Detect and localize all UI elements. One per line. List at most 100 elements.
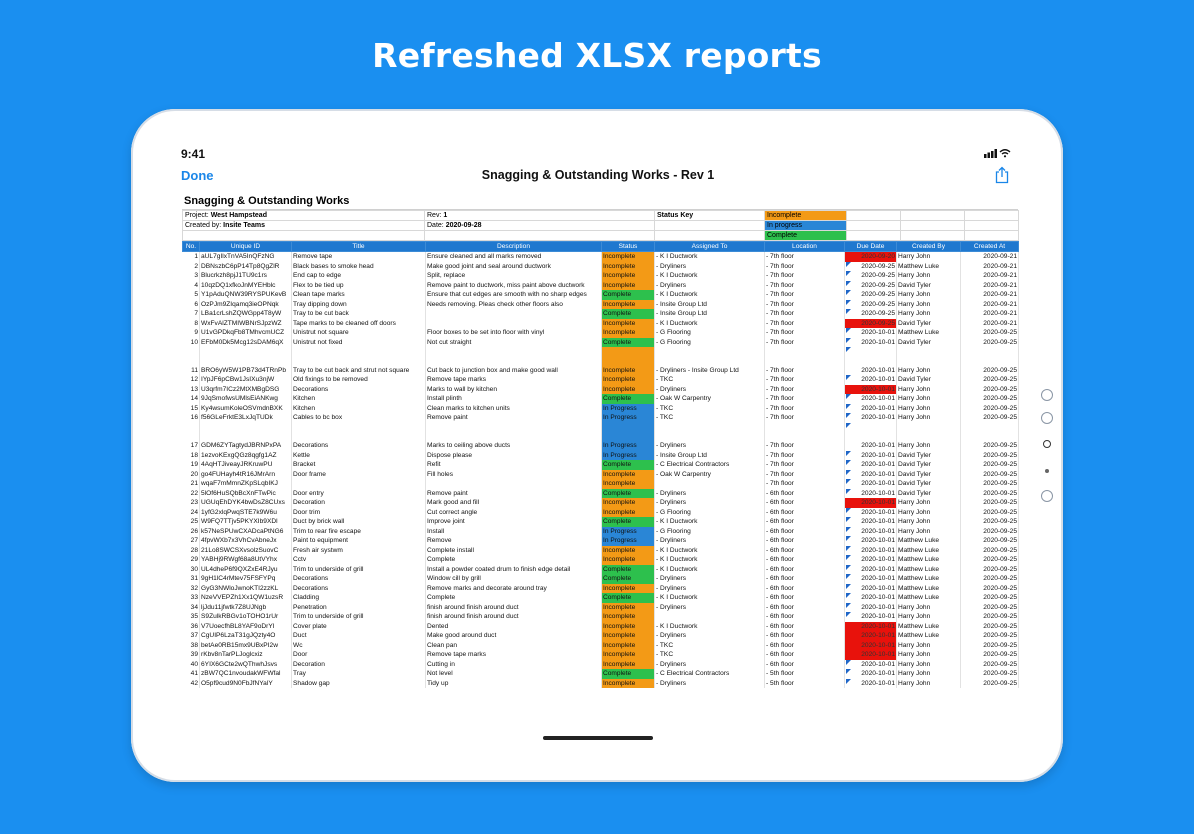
assigned-to-cell: - Dryliners: [654, 536, 765, 546]
share-icon[interactable]: [994, 166, 1010, 184]
location-cell: - 7th floor: [764, 261, 845, 271]
title-cell: Tray to be cut back and strut not square: [291, 347, 426, 375]
status-cell: Complete: [601, 564, 655, 574]
assigned-to-cell: - C Electrical Contractors: [654, 669, 765, 679]
due-date-cell: 2020-10-01: [844, 488, 897, 498]
unique-id: 9JqSmofwsUMlsEiANKwg: [199, 394, 292, 404]
location-cell: - 6th floor: [764, 555, 845, 565]
assigned-to-cell: - TKC: [654, 640, 765, 650]
unique-id: 21Lo8SWCSXvsolzSuovC: [199, 545, 292, 555]
table-row: 17 GDM6ZYTagtydJBRNPxPA Decorations Marks t…: [182, 422, 1019, 451]
location-cell: - 7th floor: [764, 318, 845, 328]
row-number: 12: [182, 375, 200, 385]
unique-id: Blucrkzh8pjJ1TU9c1rs: [199, 271, 292, 281]
title-cell: Decoration: [291, 659, 426, 669]
assigned-to-cell: - K I Ductwork: [654, 555, 765, 565]
description-cell: Fill holes: [425, 469, 602, 479]
location-cell: - 7th floor: [764, 479, 845, 489]
title-cell: Shadow gap: [291, 678, 426, 688]
row-number: 28: [182, 545, 200, 555]
status-cell: Incomplete: [601, 318, 655, 328]
description-cell: finish around finish around duct: [425, 602, 602, 612]
created-at-cell: 2020-09-25: [960, 450, 1019, 460]
created-by-cell: Harry John: [896, 602, 961, 612]
assigned-to-cell: - TKC: [654, 650, 765, 660]
created-by-cell: David Tyler: [896, 375, 961, 385]
title-cell: [291, 479, 426, 489]
unique-id: go4FUHayh4tR16JMrArn: [199, 469, 292, 479]
title-cell: Unistrut not fixed: [291, 337, 426, 347]
description-cell: Install plinth: [425, 394, 602, 404]
location-cell: - 6th floor: [764, 593, 845, 603]
location-cell: - 7th floor: [764, 450, 845, 460]
created-by-cell: Harry John: [896, 422, 961, 451]
status-cell: Incomplete: [601, 299, 655, 309]
due-date-cell: 2020-10-01: [844, 526, 897, 536]
row-number: 32: [182, 583, 200, 593]
side-dot: [1041, 412, 1053, 424]
row-number: 23: [182, 498, 200, 508]
description-cell: Ensure cleaned and all marks removed: [425, 251, 602, 262]
created-at-cell: 2020-09-25: [960, 347, 1019, 375]
created-at-cell: 2020-09-25: [960, 602, 1019, 612]
created-at-cell: 2020-09-25: [960, 375, 1019, 385]
table-row: 3 Blucrkzh8pjJ1TU9c1rs End cap to edge Spli…: [182, 271, 1019, 281]
column-header: Created At: [960, 241, 1019, 252]
title-cell: Decoration: [291, 498, 426, 508]
sheet-title: Snagging & Outstanding Works: [182, 194, 1018, 210]
assigned-to-cell: - Dryliners: [654, 602, 765, 612]
row-number: 15: [182, 403, 200, 413]
title-cell: Decorations: [291, 384, 426, 394]
description-cell: Remove paint to ductwork, miss paint abo…: [425, 280, 602, 290]
title-cell: Tray to be cut back: [291, 309, 426, 319]
row-number: 7: [182, 309, 200, 319]
location-cell: - 6th floor: [764, 507, 845, 517]
description-cell: Marks to wall by kitchen: [425, 384, 602, 394]
status-cell: Complete: [601, 337, 655, 347]
unique-id: 4AqHTJiveayJRKruwPU: [199, 460, 292, 470]
created-by-cell: Harry John: [896, 271, 961, 281]
created-at-cell: 2020-09-25: [960, 555, 1019, 565]
key-complete: Complete: [764, 230, 847, 241]
created-by-cell: Harry John: [896, 299, 961, 309]
created-by-cell: David Tyler: [896, 280, 961, 290]
meta-table: Project: West Hampstead Rev: 1 Status Ke…: [182, 210, 1019, 241]
row-number: 42: [182, 678, 200, 688]
due-date-cell: 2020-10-01: [844, 469, 897, 479]
assigned-to-cell: [654, 479, 765, 489]
created-at-cell: 2020-09-25: [960, 650, 1019, 660]
table-row: 10 EFbM0Dk5Mcg12sDAM6qX Unistrut not fixed…: [182, 337, 1019, 347]
due-date-cell: 2020-10-01: [844, 347, 897, 375]
created-at-cell: 2020-09-21: [960, 251, 1019, 262]
assigned-to-cell: - K I Ductwork: [654, 593, 765, 603]
description-cell: Tidy up: [425, 678, 602, 688]
column-header: Due Date: [844, 241, 897, 252]
row-number: 17: [182, 422, 200, 451]
assigned-to-cell: - K I Ductwork: [654, 318, 765, 328]
rev-value: 1: [443, 212, 448, 219]
created-by-cell: David Tyler: [896, 479, 961, 489]
due-date-cell: 2020-09-25: [844, 290, 897, 300]
created-by-cell: Matthew Luke: [896, 328, 961, 338]
status-cell: In Progress: [601, 450, 655, 460]
location-cell: - 7th floor: [764, 290, 845, 300]
table-header-row: No. Unique ID Title Description Status Assign…: [182, 241, 1019, 252]
description-cell: Cutting in: [425, 659, 602, 669]
row-number: 29: [182, 555, 200, 565]
done-button[interactable]: Done: [181, 168, 214, 183]
title-cell: Clean tape marks: [291, 290, 426, 300]
description-cell: Make good around duct: [425, 631, 602, 641]
created-by-cell: Matthew Luke: [896, 631, 961, 641]
status-time: 9:41: [181, 147, 206, 161]
unique-id: CgUIP6LzaT31gJQzty4O: [199, 631, 292, 641]
side-dot: [1045, 469, 1049, 473]
table-row: 18 1ezvoKExgQGz8qgfg1AZ Kettle Dispose plea…: [182, 450, 1019, 460]
title-cell: Cladding: [291, 593, 426, 603]
column-header: Location: [764, 241, 845, 252]
table-row: 20 go4FUHayh4tR16JMrArn Door frame Fill hol…: [182, 469, 1019, 479]
status-cell: Incomplete: [601, 328, 655, 338]
location-cell: - 7th floor: [764, 403, 845, 413]
title-cell: Decorations: [291, 583, 426, 593]
assigned-to-cell: - Dryliners: [654, 574, 765, 584]
status-cell: Incomplete: [601, 469, 655, 479]
